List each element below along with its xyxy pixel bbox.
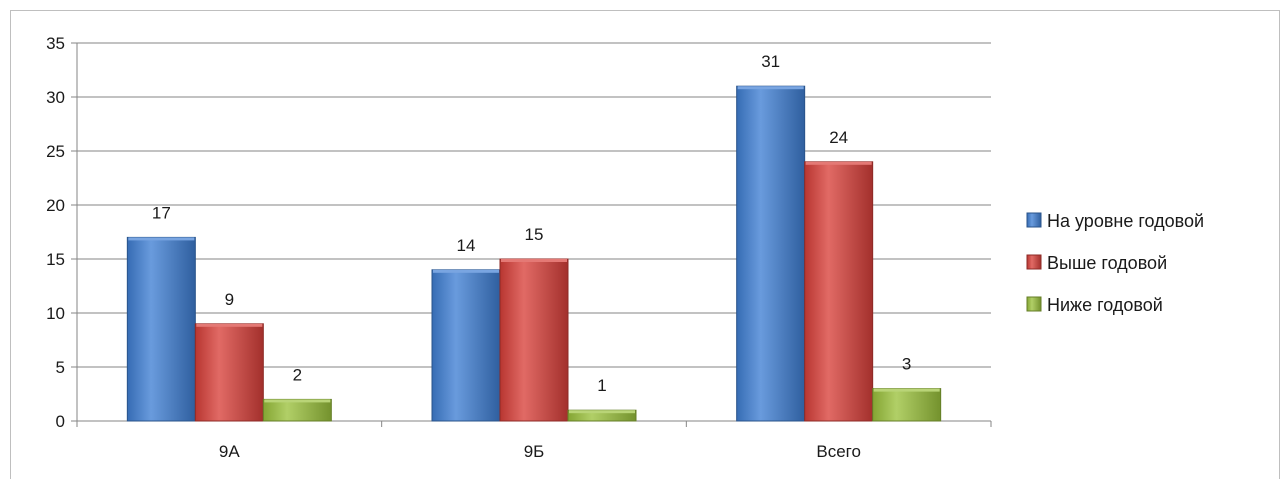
legend-label: Ниже годовой: [1047, 295, 1163, 315]
data-label: 3: [902, 355, 911, 374]
bar: [736, 85, 806, 422]
data-label: 14: [457, 236, 476, 255]
bar-highlight: [128, 237, 195, 241]
y-tick-label: 25: [46, 142, 65, 161]
legend-swatch: [1026, 254, 1042, 270]
data-label: 2: [293, 365, 302, 384]
y-tick-label: 5: [56, 358, 65, 377]
bar: [804, 161, 874, 422]
bar-highlight: [196, 323, 263, 327]
legend-swatch: [1026, 296, 1042, 312]
data-label: 31: [761, 52, 780, 71]
bar: [499, 258, 569, 422]
bar: [126, 236, 196, 422]
y-tick-label: 20: [46, 196, 65, 215]
legend-swatch: [1026, 212, 1042, 228]
y-tick-label: 35: [46, 34, 65, 53]
bar: [431, 269, 501, 422]
y-tick-label: 30: [46, 88, 65, 107]
data-label: 9: [225, 290, 234, 309]
y-tick-label: 15: [46, 250, 65, 269]
bars: [126, 85, 942, 422]
bar: [872, 388, 942, 422]
x-category-label: Всего: [816, 442, 861, 461]
bar: [262, 398, 332, 422]
bar-highlight: [569, 410, 635, 414]
x-category-label: 9А: [219, 442, 240, 461]
bar: [194, 323, 264, 422]
bar-highlight: [433, 269, 499, 273]
legend-label: Выше годовой: [1047, 253, 1167, 273]
bar-highlight: [737, 86, 804, 90]
data-label: 24: [829, 128, 848, 147]
bar-highlight: [264, 399, 331, 403]
data-labels: 17 9 2 14 15 1 31 24 3: [152, 52, 912, 395]
data-label: 15: [525, 225, 544, 244]
data-label: 1: [597, 376, 606, 395]
y-tick-label: 10: [46, 304, 65, 323]
legend: На уровне годовой Выше годовой Ниже годово…: [1026, 211, 1204, 315]
data-label: 17: [152, 203, 171, 222]
legend-label: На уровне годовой: [1047, 211, 1204, 231]
y-tick-label: 0: [56, 412, 65, 431]
x-category-label: 9Б: [524, 442, 545, 461]
chart-frame: [10, 10, 1280, 479]
bar-highlight: [805, 161, 872, 165]
bar-highlight: [501, 259, 567, 262]
bar-highlight: [873, 388, 940, 392]
